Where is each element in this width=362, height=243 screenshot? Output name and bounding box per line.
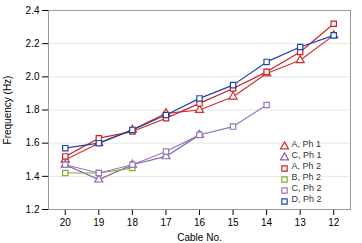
svg-text:12: 12 [328, 217, 340, 228]
svg-text:D, Ph 2: D, Ph 2 [292, 194, 322, 204]
svg-text:17: 17 [160, 217, 172, 228]
svg-text:A, Ph 1: A, Ph 1 [292, 139, 322, 149]
svg-text:Cable No.: Cable No. [177, 232, 221, 243]
svg-text:1.4: 1.4 [26, 171, 40, 182]
svg-text:A, Ph 2: A, Ph 2 [292, 161, 322, 171]
svg-text:C, Ph 1: C, Ph 1 [292, 150, 322, 160]
svg-text:15: 15 [227, 217, 239, 228]
svg-text:16: 16 [194, 217, 206, 228]
svg-text:B, Ph 2: B, Ph 2 [292, 172, 322, 182]
svg-text:C, Ph 2: C, Ph 2 [292, 183, 322, 193]
svg-text:2.2: 2.2 [26, 38, 40, 49]
svg-text:2.4: 2.4 [26, 5, 40, 16]
svg-text:2.0: 2.0 [26, 71, 40, 82]
svg-text:18: 18 [127, 217, 139, 228]
svg-text:14: 14 [261, 217, 273, 228]
svg-text:19: 19 [93, 217, 105, 228]
svg-text:13: 13 [295, 217, 307, 228]
svg-text:1.2: 1.2 [26, 204, 40, 215]
svg-text:1.6: 1.6 [26, 137, 40, 148]
svg-text:1.8: 1.8 [26, 104, 40, 115]
svg-text:20: 20 [60, 217, 72, 228]
svg-text:Frequency (Hz): Frequency (Hz) [2, 76, 13, 145]
